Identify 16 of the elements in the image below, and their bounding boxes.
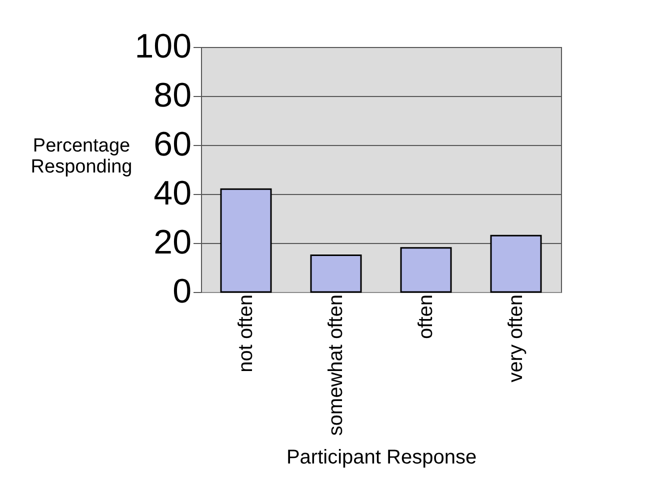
bar [400, 247, 452, 293]
bar [490, 234, 542, 293]
y-tick-label: 40 [154, 174, 192, 212]
y-tick-label: 0 [172, 272, 192, 310]
y-axis-title: Percentage Responding [30, 136, 132, 178]
x-tick-label: somewhat often [325, 294, 347, 436]
y-tick-label: 100 [134, 28, 192, 66]
y-tick-label: 80 [154, 76, 192, 114]
bar [220, 188, 272, 293]
y-tick-label: 60 [154, 126, 192, 164]
x-axis-title: Participant Response [286, 446, 477, 469]
y-tick-label: 20 [154, 224, 192, 262]
x-tick-label: very often [505, 294, 527, 382]
x-tick-label: often [415, 294, 437, 339]
x-tick-label: not often [235, 294, 257, 372]
bar [310, 254, 362, 293]
